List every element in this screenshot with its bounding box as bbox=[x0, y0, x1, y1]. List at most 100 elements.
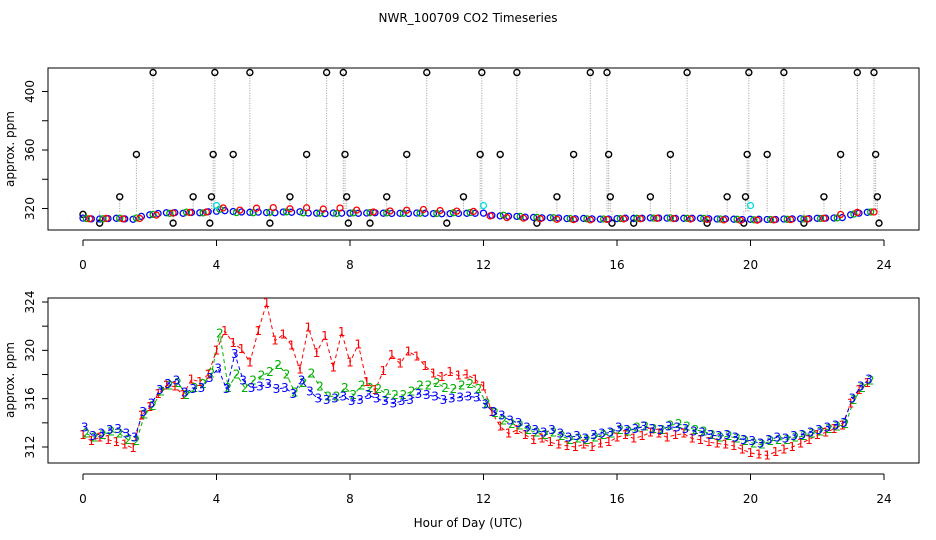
series-1-point-label: 1 bbox=[138, 409, 146, 423]
series-3-point-label: 3 bbox=[298, 374, 306, 388]
series-3-point-label: 3 bbox=[423, 388, 431, 402]
series-1-point-label: 1 bbox=[788, 440, 796, 454]
series-2-point-label: 2 bbox=[141, 407, 149, 421]
series-3-point-label: 3 bbox=[156, 383, 164, 397]
series-2-point-label: 2 bbox=[525, 423, 533, 437]
series-1-point-label: 1 bbox=[697, 433, 705, 447]
series-3-point-label: 3 bbox=[248, 381, 256, 395]
series-3-point-label: 3 bbox=[139, 405, 147, 419]
series-1-point-label: 1 bbox=[797, 436, 805, 450]
series-1-point-label: 1 bbox=[430, 366, 438, 380]
bottom-x-tick-label: 16 bbox=[609, 492, 624, 506]
series-2-point-label: 2 bbox=[583, 433, 591, 447]
series-3-point-label: 3 bbox=[548, 423, 556, 437]
spike-point bbox=[206, 219, 214, 227]
series-3-point-label: 3 bbox=[448, 392, 456, 406]
series-1-point-label: 1 bbox=[546, 435, 554, 449]
blue-series-point bbox=[112, 214, 121, 222]
series-3-point-label: 3 bbox=[565, 430, 573, 444]
red-series-point bbox=[369, 208, 378, 216]
series-2-point-label: 2 bbox=[700, 424, 708, 438]
spike-point bbox=[741, 193, 750, 201]
top-plot-frame bbox=[47, 67, 920, 231]
green-series-point bbox=[750, 216, 758, 224]
bottom-x-tick-label: 20 bbox=[743, 492, 758, 506]
spike-point bbox=[513, 68, 521, 77]
series-2-point-label: 2 bbox=[241, 381, 249, 395]
series-2-point-label: 2 bbox=[541, 428, 549, 442]
series-3-point-label: 3 bbox=[398, 394, 406, 408]
spike-point bbox=[870, 68, 878, 77]
spike-point bbox=[246, 68, 254, 77]
bottom-y-axis-label: approx. ppm bbox=[3, 342, 17, 418]
series-1-point-label: 1 bbox=[371, 383, 379, 397]
green-series-point bbox=[249, 209, 257, 217]
red-series-point bbox=[136, 214, 144, 223]
series-1-point-label: 1 bbox=[104, 433, 112, 447]
series-2-point-label: 2 bbox=[558, 429, 566, 443]
blue-series-point bbox=[479, 209, 488, 217]
series-1-point-label: 1 bbox=[338, 325, 346, 339]
blue-series-point bbox=[596, 215, 604, 223]
series-3-point-label: 3 bbox=[456, 390, 464, 404]
series-1-point-label: 1 bbox=[480, 380, 488, 394]
series-1-point-label: 1 bbox=[622, 428, 630, 442]
green-series-point bbox=[650, 214, 658, 222]
series-2-point-label: 2 bbox=[608, 427, 616, 441]
top-x-axis: 0 4 8 12 16 20 24 bbox=[79, 239, 892, 272]
red-series-point bbox=[202, 208, 211, 216]
spike-point bbox=[423, 68, 431, 77]
red-series-point bbox=[453, 207, 461, 215]
spike-point bbox=[149, 68, 157, 77]
green-series-point bbox=[166, 209, 174, 217]
green-series-point bbox=[867, 208, 875, 216]
series-1-point-label: 1 bbox=[722, 438, 730, 452]
series-3-point-label: 3 bbox=[865, 372, 873, 386]
red-series-point bbox=[319, 205, 327, 213]
bottom-y-tick-label: 320 bbox=[23, 339, 37, 362]
3-series-line bbox=[84, 352, 870, 444]
blue-series-point bbox=[646, 214, 655, 222]
series-1-point-label: 1 bbox=[555, 438, 563, 452]
series-3-point-label: 3 bbox=[590, 428, 598, 442]
series-2-point-label: 2 bbox=[708, 428, 716, 442]
series-1-point-label: 1 bbox=[471, 372, 479, 386]
series-2-point-label: 2 bbox=[174, 376, 182, 390]
series-1-point-label: 1 bbox=[688, 432, 696, 446]
red-series-point bbox=[119, 215, 127, 223]
series-1-point-label: 1 bbox=[263, 296, 271, 310]
series-2-point-label: 2 bbox=[124, 433, 132, 447]
blue-series-point bbox=[796, 215, 805, 223]
top-y-axis-label: approx. ppm bbox=[3, 111, 17, 187]
series-2-point-label: 2 bbox=[166, 378, 174, 392]
series-1-point-label: 1 bbox=[613, 430, 621, 444]
series-3-point-label: 3 bbox=[264, 377, 272, 391]
blue-series-point bbox=[463, 209, 471, 217]
series-2-point-label: 2 bbox=[742, 434, 750, 448]
spike-point bbox=[683, 68, 691, 77]
spike-point bbox=[302, 150, 311, 159]
series-2-point-label: 2 bbox=[575, 432, 583, 446]
series-3-point-label: 3 bbox=[665, 419, 673, 433]
series-3-point-label: 3 bbox=[273, 382, 281, 396]
series-3-point-label: 3 bbox=[173, 374, 181, 388]
blue-series-point bbox=[746, 215, 755, 223]
series-2-point-label: 2 bbox=[133, 434, 141, 448]
series-3-point-label: 3 bbox=[715, 429, 723, 443]
red-series-point bbox=[770, 216, 778, 224]
series-3-point-label: 3 bbox=[81, 421, 89, 435]
red-series-point bbox=[536, 215, 544, 223]
series-2-point-label: 2 bbox=[208, 366, 216, 380]
green-series-point bbox=[533, 213, 541, 222]
series-1-point-label: 1 bbox=[763, 448, 771, 462]
series-3-point-label: 3 bbox=[707, 428, 715, 442]
spike-point bbox=[629, 219, 638, 227]
bottom-x-tick-label: 0 bbox=[79, 492, 87, 506]
series-1-point-label: 1 bbox=[680, 427, 688, 441]
red-series-point bbox=[436, 206, 444, 215]
series-3-point-label: 3 bbox=[782, 432, 790, 446]
spike-point bbox=[780, 68, 788, 77]
series-1-point-label: 1 bbox=[513, 423, 521, 437]
series-1-point-label: 1 bbox=[113, 435, 121, 449]
